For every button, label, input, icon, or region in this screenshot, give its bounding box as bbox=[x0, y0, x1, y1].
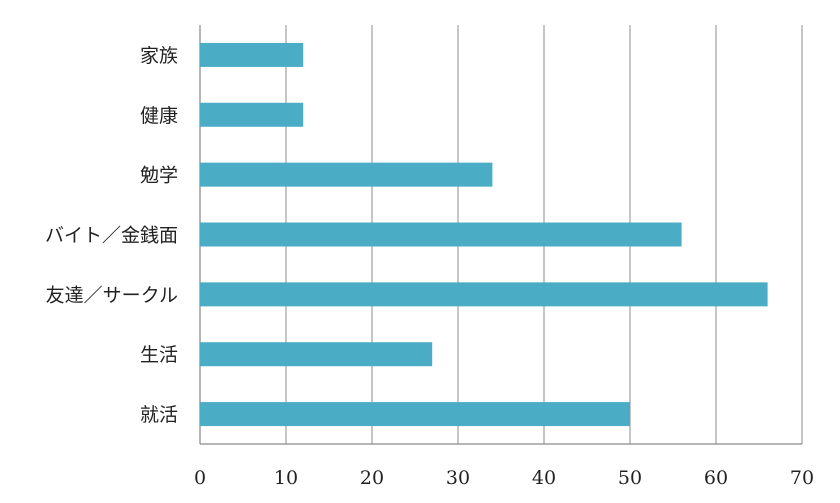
x-tick-label-50: 50 bbox=[618, 467, 642, 489]
category-label-5: 生活 bbox=[140, 344, 178, 366]
x-tick-labels: 0 10 20 30 40 50 60 70 bbox=[194, 467, 814, 489]
x-tick-label-60: 60 bbox=[704, 467, 728, 489]
bar-6 bbox=[200, 402, 630, 427]
category-label-0: 家族 bbox=[140, 45, 178, 67]
bar-1 bbox=[200, 102, 304, 127]
x-tick-label-0: 0 bbox=[194, 467, 206, 489]
bar-2 bbox=[200, 162, 493, 187]
bar-0 bbox=[200, 42, 304, 67]
category-label-1: 健康 bbox=[140, 105, 178, 127]
x-tick-label-20: 20 bbox=[360, 467, 384, 489]
category-label-2: 勉学 bbox=[140, 165, 178, 187]
category-label-6: 就活 bbox=[140, 404, 178, 426]
x-tick-label-30: 30 bbox=[446, 467, 470, 489]
category-label-4: 友達／サークル bbox=[46, 284, 178, 306]
x-tick-label-10: 10 bbox=[274, 467, 298, 489]
bar-3 bbox=[200, 222, 682, 247]
category-label-3: バイト／金銭面 bbox=[45, 225, 178, 247]
x-tick-label-70: 70 bbox=[790, 467, 814, 489]
bars bbox=[200, 42, 768, 427]
x-tick-label-40: 40 bbox=[532, 467, 556, 489]
bar-5 bbox=[200, 342, 433, 367]
bar-4 bbox=[200, 282, 768, 307]
